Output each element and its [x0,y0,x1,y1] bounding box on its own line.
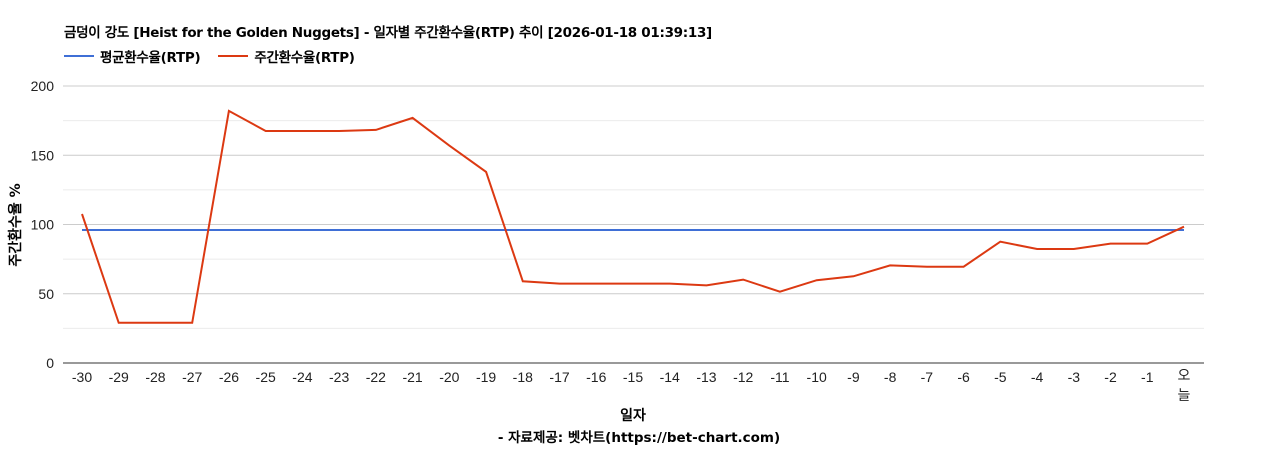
x-tick-label: -27 [182,369,202,385]
legend-label-average: 평균환수율(RTP) [100,50,201,66]
x-axis-title: 일자 [620,408,646,424]
x-tick-label: -4 [1031,369,1044,385]
x-tick-label: -13 [696,369,716,385]
x-tick-label: -12 [733,369,753,385]
y-tick-label: 150 [31,147,55,163]
y-axis-ticks: 0 50 100 150 200 [31,78,55,371]
series-line-weekly[interactable] [81,109,1185,324]
x-tick-label: -26 [219,369,239,385]
x-tick-label: -10 [807,369,827,385]
series-lines [81,109,1185,324]
x-tick-label: -29 [109,369,129,385]
x-tick-label: -21 [402,369,422,385]
y-tick-label: 100 [31,217,55,233]
y-tick-label: 0 [46,355,54,371]
gridlines [63,85,1204,329]
x-tick-label: -18 [513,369,533,385]
x-tick-label: -11 [770,369,789,385]
legend-item-weekly[interactable]: 주간환수율(RTP) [218,46,355,66]
x-tick-label: -15 [623,369,643,385]
x-tick-label: -2 [1104,369,1117,385]
x-tick-label: -8 [884,369,897,385]
x-tick-label: -5 [994,369,1007,385]
x-tick-label: -20 [439,369,459,385]
x-tick-label: -19 [476,369,496,385]
y-tick-label: 50 [38,286,54,302]
x-tick-label: -3 [1068,369,1081,385]
y-tick-label: 200 [31,78,55,94]
x-tick-label: -14 [660,369,680,385]
x-tick-label: -9 [847,369,860,385]
chart-title: 금덩이 강도 [Heist for the Golden Nuggets] - … [64,25,712,41]
legend-label-weekly: 주간환수율(RTP) [254,50,355,66]
x-tick-label: 오 [1178,367,1191,383]
x-tick-label: -24 [292,369,312,385]
legend-swatch-weekly [218,55,249,57]
x-axis-ticks: -30 -29 -28 -27 -26 -25 -24 -23 -22 -21 -20 -19 -18-… [72,367,1191,403]
x-tick-label: -16 [586,369,606,385]
x-tick-label: 늘 [1178,387,1191,403]
x-tick-label: -17 [549,369,569,385]
x-tick-label: -23 [329,369,349,385]
x-tick-label: -25 [256,369,276,385]
x-tick-label: -28 [145,369,165,385]
source-credit: - 자료제공: 벳차트(https://bet-chart.com) [498,429,780,446]
chart-legend: 평균환수율(RTP) 주간환수율(RTP) [64,46,373,66]
x-tick-label: -30 [72,369,92,385]
x-tick-label: -6 [957,369,970,385]
x-tick-label: -7 [921,369,934,385]
x-tick-label: -1 [1141,369,1154,385]
x-tick-label: -22 [366,369,386,385]
legend-item-average[interactable]: 평균환수율(RTP) [64,46,201,66]
legend-swatch-average [64,55,94,57]
y-axis-title: 주간환수율 % [7,183,24,266]
